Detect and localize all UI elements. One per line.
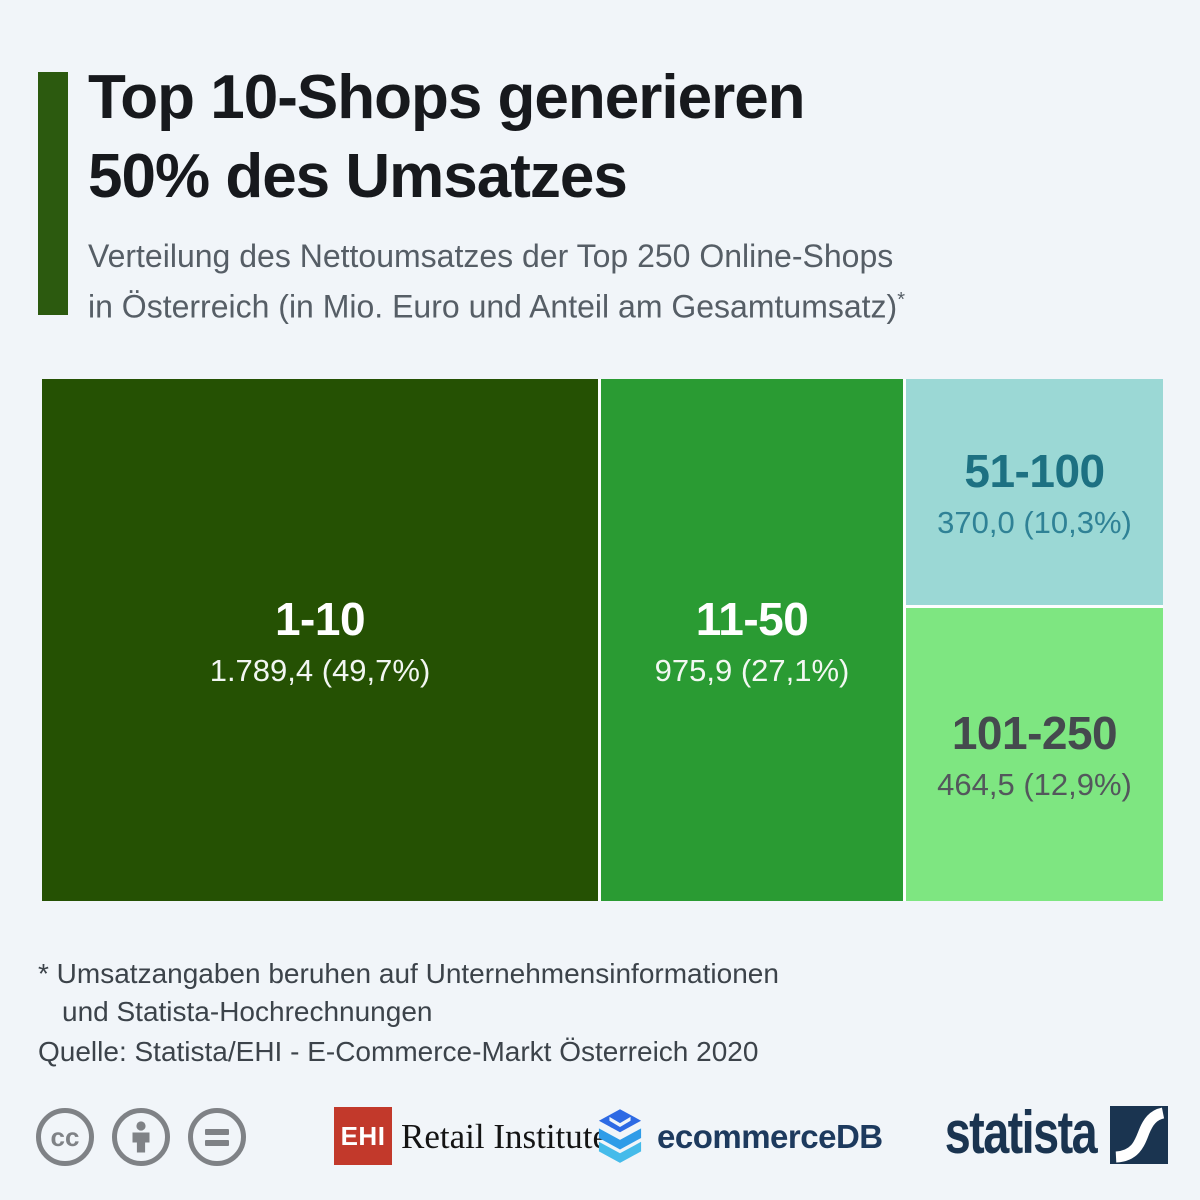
title-accent-bar [38, 72, 68, 315]
treemap-chart: 1-10 1.789,4 (49,7%) 11-50 975,9 (27,1%)… [42, 379, 1163, 901]
statista-logo[interactable]: statista [902, 1098, 1168, 1167]
segment-value: 975,9 (27,1%) [654, 652, 850, 688]
page-subtitle: Verteilung des Nettoumsatzes der Top 250… [88, 234, 905, 329]
segment-label: 101-250 [951, 707, 1118, 759]
cc-icon: cc [36, 1108, 94, 1166]
segment-value: 464,5 (12,9%) [937, 767, 1132, 802]
ecommercedb-logo[interactable]: ecommerceDB [597, 1108, 883, 1166]
cc-no-derivatives-icon [188, 1108, 246, 1166]
treemap-tile-101-250[interactable]: 101-250 464,5 (12,9%) [906, 608, 1163, 901]
statista-icon [1110, 1105, 1168, 1164]
ehi-name: Retail Institute® [401, 1116, 619, 1157]
ecommercedb-name: ecommerceDB [657, 1118, 883, 1155]
segment-value: 370,0 (10,3%) [937, 504, 1132, 540]
statista-wordmark: statista [944, 1099, 1098, 1166]
subtitle-line2: in Österreich (in Mio. Euro und Anteil a… [88, 288, 905, 325]
ehi-badge: EHI [334, 1107, 392, 1165]
creative-commons-license[interactable]: cc [36, 1108, 246, 1166]
title-line2: 50% des Umsatzes [88, 142, 628, 211]
ecommercedb-icon [598, 1109, 642, 1163]
segment-value: 1.789,4 (49,7%) [209, 652, 431, 688]
treemap-right-column: 51-100 370,0 (10,3%) 101-250 464,5 (12,9… [906, 379, 1163, 901]
footnote-marker: * [897, 289, 905, 311]
subtitle-line1: Verteilung des Nettoumsatzes der Top 250… [88, 238, 894, 274]
cc-attribution-icon [112, 1108, 170, 1166]
title-line1: Top 10-Shops generieren [88, 63, 806, 132]
footnote-line2: und Statista-Hochrechnungen [62, 996, 433, 1027]
segment-label: 1-10 [274, 592, 366, 645]
treemap-tile-11-50[interactable]: 11-50 975,9 (27,1%) [601, 379, 903, 901]
ehi-logo[interactable]: EHI Retail Institute® [334, 1107, 619, 1165]
source-line: Quelle: Statista/EHI - E-Commerce-Markt … [38, 1036, 759, 1067]
segment-label: 51-100 [964, 444, 1105, 497]
equals-icon [205, 1128, 229, 1146]
treemap-tile-51-100[interactable]: 51-100 370,0 (10,3%) [906, 379, 1163, 605]
person-icon [132, 1121, 150, 1153]
treemap-tile-1-10[interactable]: 1-10 1.789,4 (49,7%) [42, 379, 598, 901]
page-title: Top 10-Shops generieren 50% des Umsatzes [88, 58, 806, 216]
footnote-line1: * Umsatzangaben beruhen auf Unternehmens… [38, 958, 779, 989]
segment-label: 11-50 [695, 592, 809, 645]
footer: cc EHI Retail Institute® e [0, 1099, 1200, 1176]
